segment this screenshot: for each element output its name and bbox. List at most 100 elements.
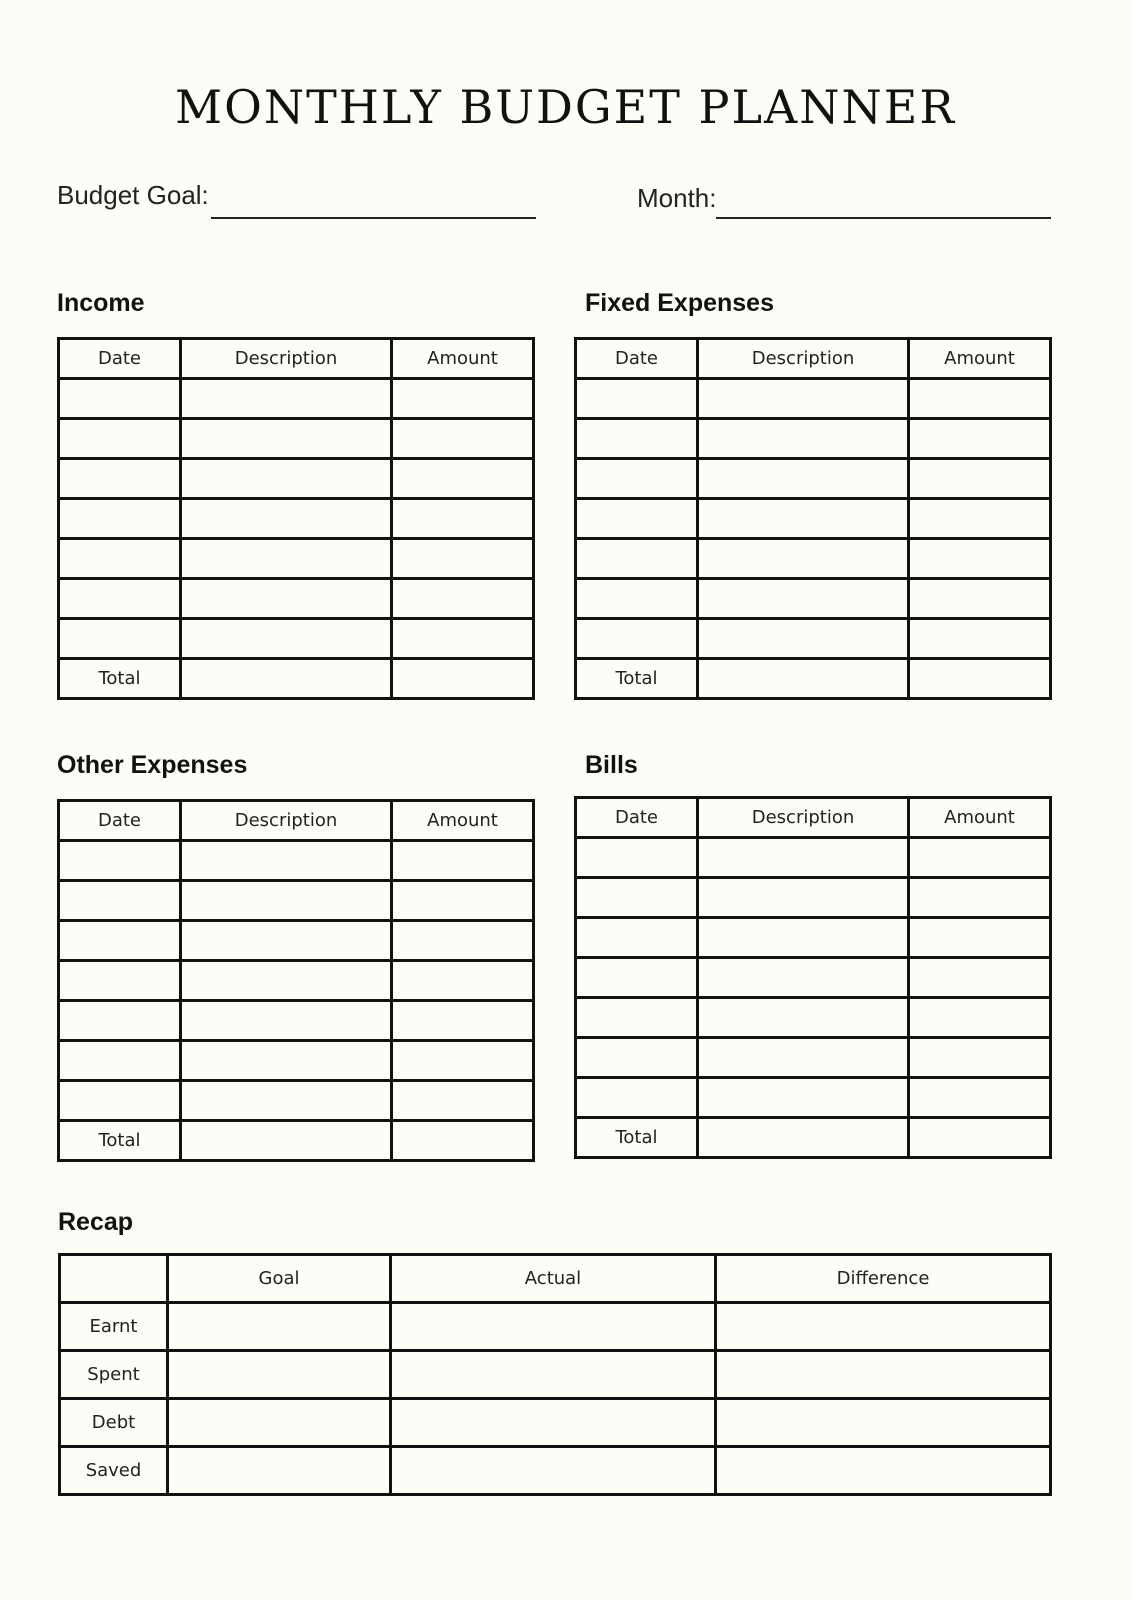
- date-cell[interactable]: [57, 1079, 182, 1122]
- amount-cell[interactable]: [907, 1116, 1052, 1159]
- description-cell[interactable]: [179, 617, 393, 660]
- date-cell[interactable]: [574, 876, 699, 919]
- difference-cell[interactable]: [714, 1301, 1052, 1352]
- goal-cell[interactable]: [166, 1397, 392, 1448]
- description-cell[interactable]: [179, 1119, 393, 1162]
- difference-cell[interactable]: [714, 1349, 1052, 1400]
- description-cell[interactable]: [696, 1116, 910, 1159]
- description-cell[interactable]: [179, 999, 393, 1042]
- amount-cell[interactable]: [390, 919, 535, 962]
- date-cell[interactable]: [57, 959, 182, 1002]
- description-cell[interactable]: [696, 836, 910, 879]
- amount-cell[interactable]: [390, 657, 535, 700]
- amount-cell[interactable]: [390, 577, 535, 620]
- date-cell[interactable]: [57, 417, 182, 460]
- month-field[interactable]: [716, 217, 1051, 219]
- date-cell[interactable]: [574, 1036, 699, 1079]
- date-cell[interactable]: [574, 916, 699, 959]
- date-cell[interactable]: [57, 617, 182, 660]
- description-cell[interactable]: [179, 577, 393, 620]
- amount-cell[interactable]: [907, 377, 1052, 420]
- description-cell[interactable]: [179, 1039, 393, 1082]
- date-cell[interactable]: [574, 497, 699, 540]
- description-cell[interactable]: [179, 959, 393, 1002]
- description-cell[interactable]: [696, 497, 910, 540]
- amount-cell[interactable]: [907, 417, 1052, 460]
- description-cell[interactable]: [696, 916, 910, 959]
- amount-cell[interactable]: [390, 839, 535, 882]
- amount-cell[interactable]: [390, 959, 535, 1002]
- difference-cell[interactable]: [714, 1397, 1052, 1448]
- description-cell[interactable]: [696, 876, 910, 919]
- description-cell[interactable]: [179, 537, 393, 580]
- amount-cell[interactable]: [907, 657, 1052, 700]
- amount-cell[interactable]: [390, 537, 535, 580]
- actual-cell[interactable]: [389, 1397, 717, 1448]
- description-cell[interactable]: [179, 919, 393, 962]
- amount-cell[interactable]: [390, 497, 535, 540]
- date-cell[interactable]: [57, 1039, 182, 1082]
- amount-cell[interactable]: [390, 999, 535, 1042]
- description-cell[interactable]: [696, 617, 910, 660]
- description-cell[interactable]: [696, 457, 910, 500]
- amount-cell[interactable]: [390, 1039, 535, 1082]
- date-cell[interactable]: [57, 919, 182, 962]
- amount-cell[interactable]: [907, 1036, 1052, 1079]
- date-cell[interactable]: [574, 1076, 699, 1119]
- amount-cell[interactable]: [907, 1076, 1052, 1119]
- actual-cell[interactable]: [389, 1445, 717, 1496]
- amount-cell[interactable]: [390, 1119, 535, 1162]
- amount-cell[interactable]: [390, 1079, 535, 1122]
- amount-cell[interactable]: [907, 996, 1052, 1039]
- amount-cell[interactable]: [907, 617, 1052, 660]
- date-cell[interactable]: [574, 956, 699, 999]
- amount-cell[interactable]: [907, 876, 1052, 919]
- amount-cell[interactable]: [907, 916, 1052, 959]
- actual-cell[interactable]: [389, 1349, 717, 1400]
- description-cell[interactable]: [179, 497, 393, 540]
- date-cell[interactable]: [574, 577, 699, 620]
- amount-cell[interactable]: [390, 457, 535, 500]
- date-cell[interactable]: [57, 377, 182, 420]
- actual-cell[interactable]: [389, 1301, 717, 1352]
- goal-cell[interactable]: [166, 1445, 392, 1496]
- amount-cell[interactable]: [907, 577, 1052, 620]
- description-cell[interactable]: [179, 879, 393, 922]
- amount-cell[interactable]: [907, 497, 1052, 540]
- amount-cell[interactable]: [907, 956, 1052, 999]
- amount-cell[interactable]: [390, 617, 535, 660]
- date-cell[interactable]: [574, 617, 699, 660]
- date-cell[interactable]: [57, 879, 182, 922]
- description-cell[interactable]: [179, 839, 393, 882]
- description-cell[interactable]: [179, 417, 393, 460]
- date-cell[interactable]: [57, 537, 182, 580]
- description-cell[interactable]: [179, 657, 393, 700]
- date-cell[interactable]: [57, 839, 182, 882]
- date-cell[interactable]: [574, 996, 699, 1039]
- date-cell[interactable]: [574, 457, 699, 500]
- amount-cell[interactable]: [390, 417, 535, 460]
- description-cell[interactable]: [696, 1076, 910, 1119]
- description-cell[interactable]: [696, 537, 910, 580]
- date-cell[interactable]: [574, 377, 699, 420]
- description-cell[interactable]: [696, 377, 910, 420]
- date-cell[interactable]: [57, 497, 182, 540]
- date-cell[interactable]: [57, 577, 182, 620]
- goal-cell[interactable]: [166, 1301, 392, 1352]
- description-cell[interactable]: [696, 417, 910, 460]
- amount-cell[interactable]: [907, 537, 1052, 580]
- description-cell[interactable]: [696, 577, 910, 620]
- amount-cell[interactable]: [907, 457, 1052, 500]
- goal-cell[interactable]: [166, 1349, 392, 1400]
- budget-goal-field[interactable]: [211, 217, 536, 219]
- date-cell[interactable]: [574, 417, 699, 460]
- date-cell[interactable]: [574, 836, 699, 879]
- amount-cell[interactable]: [390, 879, 535, 922]
- description-cell[interactable]: [696, 956, 910, 999]
- description-cell[interactable]: [696, 1036, 910, 1079]
- date-cell[interactable]: [574, 537, 699, 580]
- description-cell[interactable]: [179, 1079, 393, 1122]
- description-cell[interactable]: [696, 996, 910, 1039]
- amount-cell[interactable]: [907, 836, 1052, 879]
- date-cell[interactable]: [57, 457, 182, 500]
